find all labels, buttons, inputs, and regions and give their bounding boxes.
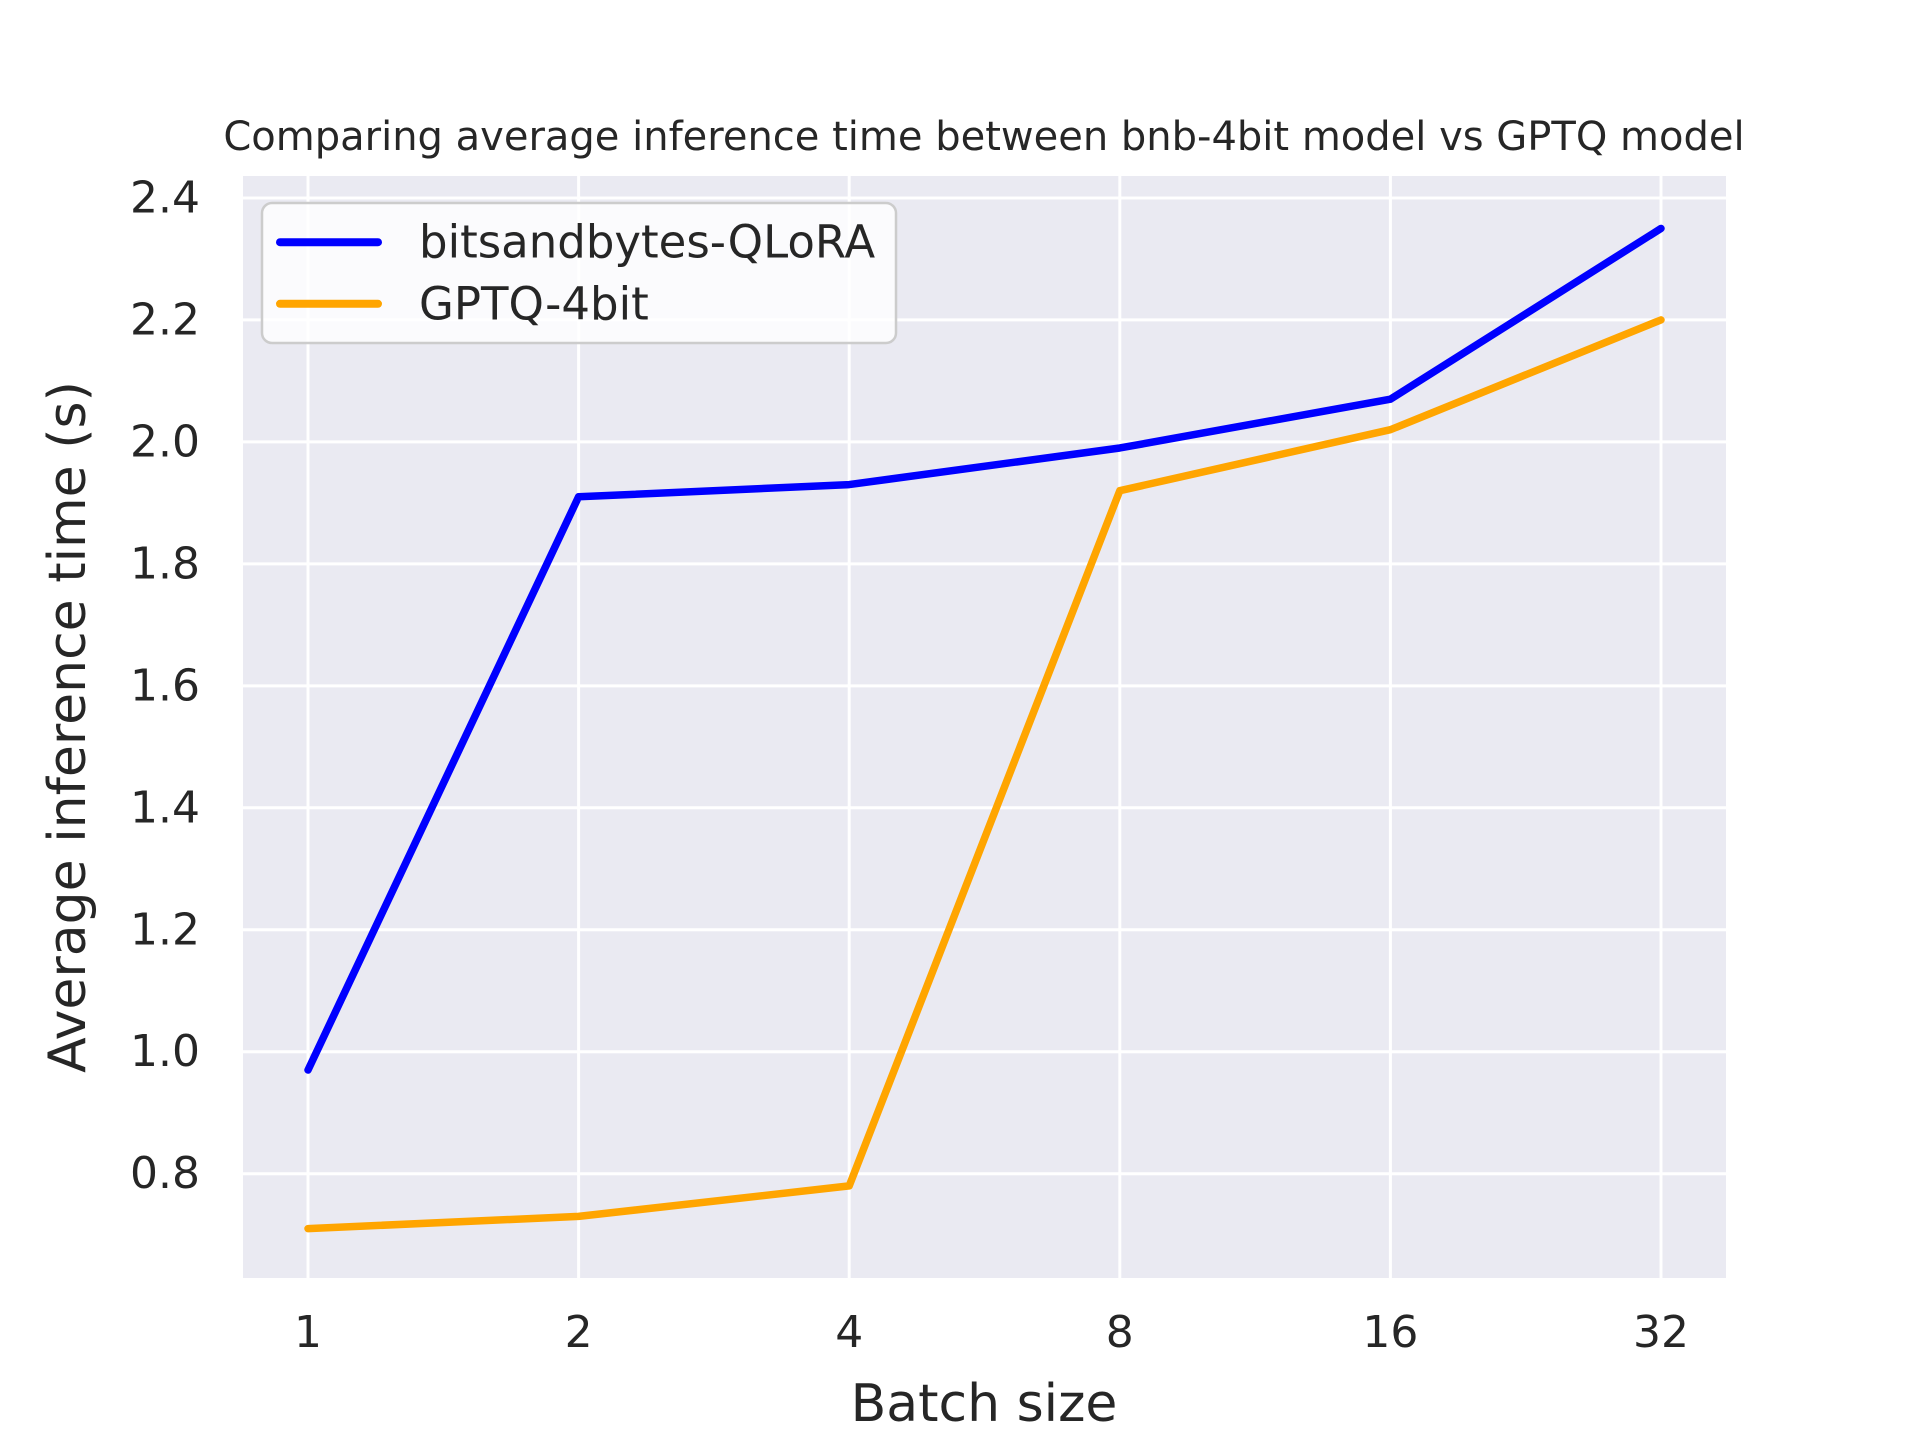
series-lines (304, 224, 1665, 1233)
y-tick-label: 2.0 (130, 416, 200, 467)
x-tick-label: 16 (1362, 1307, 1418, 1358)
chart-title: Comparing average inference time between… (223, 114, 1744, 160)
legend: bitsandbytes-QLoRA GPTQ-4bit (260, 201, 898, 345)
y-tick-label: 1.2 (130, 904, 200, 955)
legend-entry-label: GPTQ-4bit (419, 277, 649, 330)
x-tick-label: 8 (1106, 1307, 1134, 1358)
legend-entry-label: bitsandbytes-QLoRA (419, 216, 875, 269)
y-tick-label: 1.8 (130, 538, 200, 589)
plot-area (243, 176, 1726, 1278)
x-tick-labels: 1 2 4 8 16 32 (294, 1307, 1689, 1358)
y-axis-label: Average inference time (s) (38, 381, 98, 1073)
series-line-gptq-4bit (304, 316, 1665, 1233)
y-tick-label: 2.4 (130, 172, 200, 223)
y-tick-label: 2.2 (130, 294, 200, 345)
series-line-bitsandbytes-qlora (304, 224, 1665, 1074)
y-tick-label: 1.0 (130, 1026, 200, 1077)
y-tick-label: 1.6 (130, 660, 200, 711)
y-tick-labels: 0.8 1.0 1.2 1.4 1.6 1.8 2.0 2.2 2.4 (130, 172, 200, 1199)
x-tick-label: 32 (1633, 1307, 1689, 1358)
x-tick-label: 1 (294, 1307, 322, 1358)
legend-box (260, 201, 898, 345)
x-axis-label: Batch size (851, 1374, 1118, 1434)
x-tick-label: 4 (835, 1307, 863, 1358)
x-tick-label: 2 (565, 1307, 593, 1358)
y-tick-label: 0.8 (130, 1148, 200, 1199)
y-tick-label: 1.4 (130, 782, 200, 833)
